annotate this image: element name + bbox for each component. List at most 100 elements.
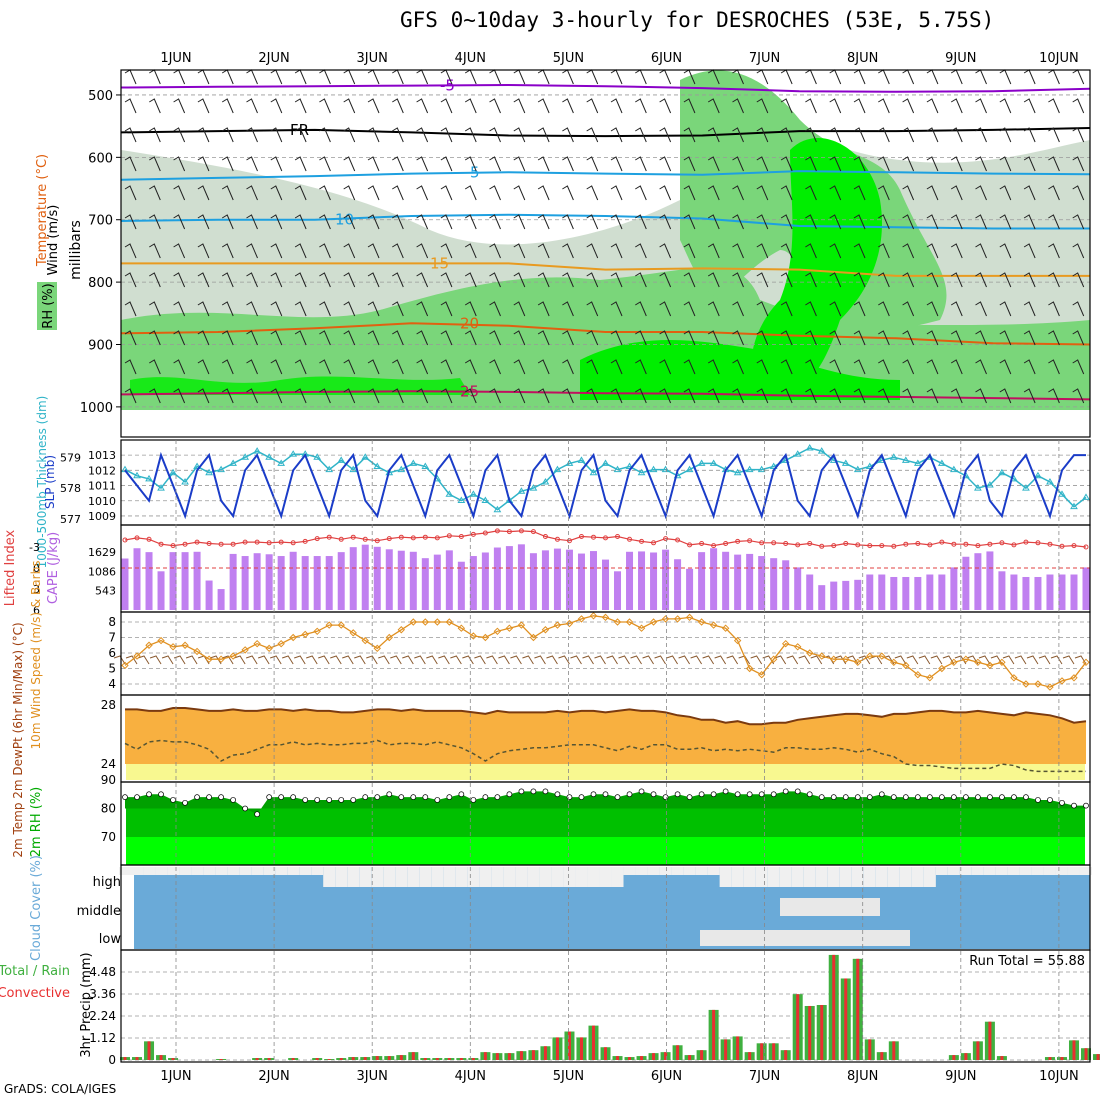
cape-bar	[602, 559, 609, 610]
wind-barb	[197, 156, 210, 172]
cape-bar	[674, 559, 682, 610]
wind-barb	[270, 301, 283, 317]
wind-barb	[732, 127, 744, 143]
tick-label-lifted: 6	[33, 604, 40, 617]
wind-barb	[246, 214, 258, 230]
cape-bar	[950, 567, 958, 610]
wind-barb	[707, 185, 720, 201]
precip-bar-convective	[363, 1057, 367, 1060]
cloud-high-gap	[143, 867, 156, 875]
cloud-high-gap	[407, 867, 420, 887]
cape-bar	[589, 551, 597, 610]
wind-barb	[853, 243, 866, 259]
wind-barb	[343, 214, 356, 230]
precip-bar-convective	[339, 1058, 343, 1060]
upper-air-below-ground	[121, 410, 1090, 437]
cape-bar	[938, 574, 946, 610]
cloud-high-gap	[527, 867, 540, 887]
cloud-low-gap	[700, 930, 910, 946]
wind-barb	[853, 98, 866, 114]
cape-bar	[229, 553, 237, 610]
lifted-index-point	[542, 534, 548, 539]
wind-speed-point	[313, 627, 321, 636]
rh-point	[614, 794, 621, 800]
cloud-high-gap	[767, 867, 780, 887]
thickness-point	[565, 459, 574, 466]
precip-bar-convective	[712, 1009, 716, 1060]
wind-barb-10m	[774, 655, 787, 665]
wind-speed-point	[409, 618, 418, 626]
wind-barb	[829, 359, 842, 375]
wind-barb	[1023, 243, 1036, 259]
wind-speed-point	[529, 633, 538, 642]
wind-barb	[707, 301, 720, 317]
wind-barb	[367, 301, 380, 317]
thickness-point	[229, 459, 237, 466]
wind-barb	[659, 330, 672, 346]
cape-bar	[866, 574, 874, 610]
cloud-high-gap	[935, 867, 948, 875]
cape-bar	[181, 552, 189, 610]
wind-barb	[440, 243, 453, 259]
wind-speed-point	[433, 618, 442, 626]
wind-barb	[1048, 98, 1060, 114]
rh-point	[710, 791, 717, 798]
precip-bar-convective	[459, 1058, 463, 1060]
wind-speed-point	[757, 670, 766, 679]
cloud-high-gap	[671, 867, 684, 875]
cloud-high-gap	[839, 867, 852, 887]
cloud-high-gap	[719, 867, 732, 887]
cape-bar	[445, 550, 453, 610]
tick-label-thickness: 578	[60, 482, 81, 495]
cloud-high-gap	[695, 867, 708, 875]
rh-point	[686, 794, 693, 800]
tick-label-slp: 1013	[88, 449, 116, 462]
wind-barb-10m	[1026, 655, 1039, 665]
precip-bar-convective	[387, 1056, 391, 1060]
cape-bar	[385, 549, 393, 610]
wind-barb	[173, 185, 186, 201]
precip-bar-convective	[964, 1053, 968, 1060]
wind-barb	[343, 243, 356, 259]
rh-point	[314, 797, 321, 803]
wind-barb	[707, 243, 720, 259]
rh-point	[830, 794, 837, 800]
lifted-index-point	[831, 543, 837, 549]
thickness-point	[193, 462, 201, 470]
wind-barb	[464, 214, 477, 230]
wind-barb	[999, 243, 1012, 259]
wind-barb	[999, 272, 1012, 288]
cloud-high-gap	[1080, 867, 1092, 875]
wind-barb	[610, 359, 623, 375]
wind-barb	[635, 330, 647, 346]
date-label-top: 7JUN	[749, 51, 780, 66]
lifted-index-point	[122, 537, 128, 543]
wind-speed-point	[253, 639, 261, 648]
wind-barb	[1023, 301, 1036, 317]
wind-barb	[440, 301, 453, 317]
precip-bar-convective	[447, 1058, 451, 1060]
wind-barb	[853, 330, 866, 346]
wind-barb	[489, 301, 501, 317]
wind-barb-10m	[606, 655, 618, 665]
wind-barb	[586, 127, 599, 143]
rh-point	[999, 794, 1005, 800]
thickness-point	[529, 484, 538, 491]
wind-barb	[1048, 301, 1060, 317]
tick-label-precip: 4.48	[89, 965, 116, 979]
wind-barb	[878, 301, 890, 317]
precip-bar-convective	[123, 1057, 127, 1060]
tick-label-lifted: -3	[29, 541, 40, 554]
wind-barb	[829, 272, 842, 288]
wind-barb	[392, 185, 404, 201]
cape-bar	[890, 576, 898, 610]
date-label-bottom: 6JUN	[651, 1069, 682, 1084]
cloud-high-gap	[467, 867, 480, 887]
wind-speed-point	[205, 655, 213, 663]
wind-barb	[464, 359, 477, 375]
rh-point	[518, 788, 525, 795]
wind-barb	[513, 330, 526, 346]
rh-point	[782, 788, 789, 795]
cloud-high-gap	[155, 867, 168, 875]
wind10m-panel	[120, 611, 1091, 696]
